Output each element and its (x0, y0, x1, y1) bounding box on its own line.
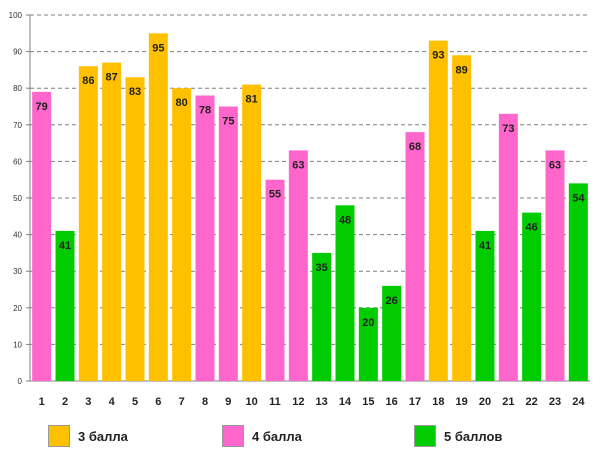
data-label: 41 (479, 240, 491, 252)
data-label: 68 (409, 141, 421, 153)
y-tick-label: 30 (13, 267, 22, 276)
y-tick-label: 50 (13, 194, 22, 203)
legend-item-3-points: 3 балла (48, 424, 128, 448)
data-label: 87 (106, 72, 118, 84)
legend-swatch-4-points (222, 425, 244, 447)
x-tick-label: 21 (502, 396, 514, 408)
x-tick-label: 1 (39, 396, 45, 408)
bar-16 (382, 285, 402, 381)
legend-label-3-points: 3 балла (78, 428, 128, 444)
x-tick-label: 10 (246, 396, 258, 408)
x-tick-label: 20 (479, 396, 491, 408)
legend-swatch-3-points (48, 425, 70, 447)
data-label: 41 (59, 240, 71, 252)
data-label: 26 (386, 295, 398, 307)
bar-17 (405, 132, 425, 381)
data-label: 35 (316, 262, 328, 274)
data-label: 20 (362, 317, 374, 329)
bar-15 (358, 307, 378, 381)
bar-5 (125, 77, 145, 381)
x-tick-label: 16 (386, 396, 398, 408)
data-label: 73 (502, 123, 514, 135)
x-tick-label: 14 (339, 396, 352, 408)
x-tick-label: 5 (132, 396, 138, 408)
bar-18 (428, 40, 448, 382)
bar-14 (335, 205, 355, 381)
bar-4 (102, 62, 122, 382)
data-label: 80 (176, 97, 188, 109)
data-label: 93 (432, 50, 444, 62)
data-label: 95 (152, 42, 164, 54)
x-tick-label: 7 (179, 396, 185, 408)
data-label: 78 (199, 105, 211, 117)
bar-3 (78, 66, 98, 382)
data-label: 75 (222, 116, 234, 128)
x-tick-label: 23 (549, 396, 561, 408)
bar-10 (242, 84, 262, 381)
data-label: 54 (572, 192, 585, 204)
y-tick-label: 10 (13, 340, 22, 349)
legend-item-5-points: 5 баллов (414, 424, 502, 448)
bar-12 (288, 150, 308, 381)
x-tick-label: 22 (526, 396, 538, 408)
y-tick-label: 60 (13, 157, 22, 166)
legend-label-4-points: 4 балла (252, 428, 302, 444)
data-label: 79 (36, 101, 48, 113)
bar-1 (32, 91, 52, 382)
legend-swatch-5-points (414, 425, 436, 447)
data-label: 86 (82, 75, 94, 87)
y-tick-label: 20 (13, 304, 22, 313)
x-tick-label: 6 (155, 396, 161, 408)
x-tick-label: 12 (292, 396, 304, 408)
data-label: 63 (292, 159, 304, 171)
bar-7 (172, 88, 192, 381)
x-tick-label: 24 (572, 396, 585, 408)
y-tick-label: 80 (13, 84, 22, 93)
x-tick-label: 18 (432, 396, 444, 408)
x-tick-label: 11 (269, 396, 281, 408)
y-tick-label: 40 (13, 231, 22, 240)
data-label: 55 (269, 189, 281, 201)
x-tick-label: 2 (62, 396, 68, 408)
x-tick-label: 3 (85, 396, 91, 408)
bar-13 (312, 252, 332, 381)
bar-19 (452, 55, 472, 381)
bar-6 (148, 33, 168, 382)
bar-20 (475, 230, 495, 381)
data-label: 89 (456, 64, 468, 76)
data-label: 81 (246, 94, 258, 106)
data-label: 48 (339, 214, 351, 226)
y-tick-label: 70 (13, 121, 22, 130)
x-tick-label: 8 (202, 396, 208, 408)
x-tick-label: 13 (316, 396, 328, 408)
bar-8 (195, 95, 215, 382)
y-tick-label: 0 (18, 377, 23, 386)
data-label: 63 (549, 159, 561, 171)
y-tick-label: 90 (13, 48, 22, 57)
y-tick-label: 100 (9, 11, 23, 20)
bar-24 (568, 183, 588, 381)
x-tick-label: 19 (456, 396, 468, 408)
bar-22 (522, 212, 542, 381)
legend-item-4-points: 4 балла (222, 424, 302, 448)
data-label: 46 (526, 222, 538, 234)
bar-21 (498, 113, 518, 381)
x-tick-label: 4 (109, 396, 116, 408)
legend-label-5-points: 5 баллов (444, 428, 503, 444)
data-label: 83 (129, 86, 141, 98)
bar-2 (55, 230, 75, 381)
bar-23 (545, 150, 565, 381)
x-tick-label: 17 (409, 396, 421, 408)
x-tick-label: 15 (362, 396, 374, 408)
bar-9 (218, 106, 238, 381)
x-tick-label: 9 (225, 396, 231, 408)
bar-11 (265, 179, 285, 381)
